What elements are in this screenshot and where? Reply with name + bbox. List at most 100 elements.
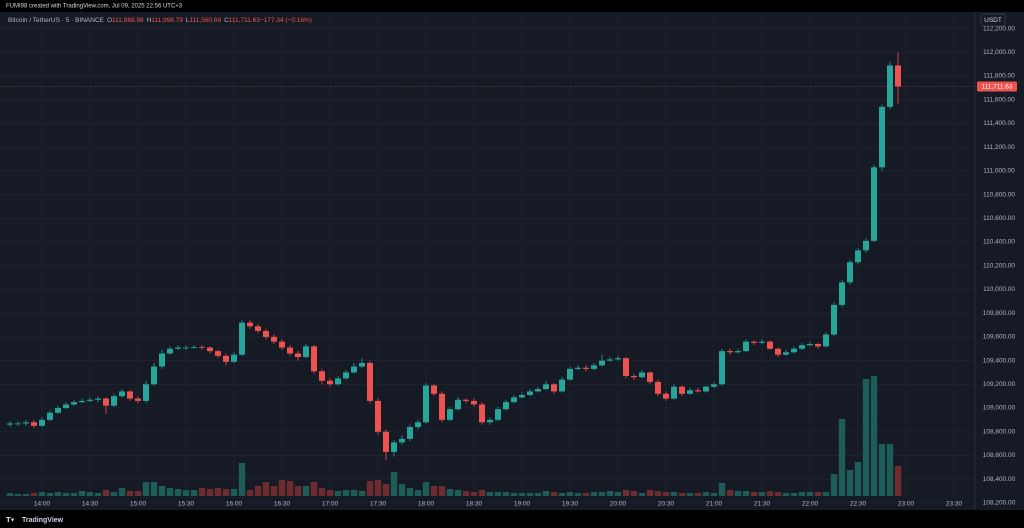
- candle-body: [415, 422, 421, 427]
- volume-bar: [822, 492, 830, 496]
- volume-bar: [158, 486, 166, 496]
- y-tick-label: 110,200.00: [983, 262, 1015, 269]
- legend-value: −177.34 (−0.16%): [260, 17, 312, 24]
- candle-body: [727, 351, 733, 353]
- y-tick-label: 111,200.00: [983, 144, 1015, 151]
- candle-body: [135, 398, 141, 401]
- currency[interactable]: USDT: [984, 17, 1002, 24]
- candle-body: [39, 419, 45, 426]
- candle-body: [175, 347, 181, 349]
- x-tick-label: 18:30: [466, 501, 483, 508]
- volume-bar: [294, 486, 302, 496]
- volume-bar: [486, 492, 494, 496]
- last-price-label: 111,711.63: [981, 84, 1012, 91]
- candle-body: [767, 341, 773, 349]
- volume-bar: [534, 493, 542, 496]
- x-tick-label: 23:30: [946, 501, 963, 508]
- candle-body: [791, 348, 797, 353]
- volume-bar: [894, 466, 902, 496]
- candle-body: [855, 250, 861, 263]
- y-tick-label: 112,000.00: [983, 49, 1015, 56]
- volume-bar: [862, 379, 870, 496]
- candle-body: [239, 322, 245, 355]
- volume-bar: [350, 490, 358, 496]
- volume-bar: [414, 490, 422, 496]
- candle-body: [831, 304, 837, 335]
- grid: [0, 12, 975, 504]
- volume-bar: [398, 484, 406, 496]
- candle-body: [31, 422, 37, 426]
- chart-background: [0, 12, 1024, 510]
- volume-bar: [854, 462, 862, 496]
- y-tick-label: 109,600.00: [983, 334, 1016, 341]
- x-tick-label: 20:30: [658, 501, 675, 508]
- volume-bar: [190, 490, 198, 496]
- currency-box[interactable]: [980, 13, 1006, 27]
- volume-bar: [558, 493, 566, 496]
- volume: [6, 376, 902, 496]
- y-tick-label: 109,200.00: [983, 381, 1016, 388]
- legend-key: O: [107, 17, 112, 24]
- candle-body: [231, 354, 237, 362]
- candle-body: [471, 400, 477, 405]
- candle-body: [287, 347, 293, 354]
- y-tick-label: 108,800.00: [983, 428, 1016, 435]
- volume-bar: [566, 492, 574, 496]
- candle-body: [327, 380, 333, 385]
- y-tick-label: 109,000.00: [983, 405, 1016, 412]
- candle-body: [439, 393, 445, 420]
- candle-body: [295, 353, 301, 358]
- volume-bar: [670, 492, 678, 496]
- volume-bar: [478, 490, 486, 496]
- x-tick-label: 15:30: [178, 501, 195, 508]
- volume-bar: [758, 492, 766, 496]
- volume-bar: [694, 493, 702, 496]
- y-tick-label: 109,800.00: [983, 310, 1016, 317]
- candle-body: [207, 347, 213, 352]
- volume-bar: [86, 492, 94, 496]
- volume-bar: [246, 490, 254, 496]
- volume-bar: [750, 492, 758, 496]
- candle-body: [367, 362, 373, 401]
- volume-bar: [54, 492, 62, 496]
- volume-bar: [302, 486, 310, 496]
- volume-bar: [62, 493, 70, 496]
- candle-body: [847, 262, 853, 283]
- volume-bar: [326, 490, 334, 496]
- candle-body: [863, 240, 869, 251]
- volume-bar: [726, 490, 734, 496]
- candle-body: [455, 399, 461, 410]
- candle-body: [335, 378, 341, 385]
- candle-body: [103, 398, 109, 406]
- volume-bar: [550, 492, 558, 496]
- volume-bar: [78, 491, 86, 496]
- volume-bar: [342, 490, 350, 496]
- x-tick-label: 19:30: [562, 501, 579, 508]
- candle-body: [631, 376, 637, 378]
- candle-body: [79, 400, 85, 403]
- candle-body: [391, 442, 397, 452]
- candle-body: [63, 404, 69, 409]
- candle-body: [71, 402, 77, 405]
- volume-bar: [614, 492, 622, 496]
- volume-bar: [214, 488, 222, 496]
- volume-bar: [710, 493, 718, 496]
- candle-body: [55, 408, 61, 413]
- x-tick-label: 16:30: [274, 501, 291, 508]
- volume-bar: [94, 493, 102, 496]
- candle-body: [839, 282, 845, 305]
- y-tick-label: 111,000.00: [983, 168, 1015, 175]
- candle-body: [143, 384, 149, 401]
- volume-bar: [734, 491, 742, 496]
- candle-body: [719, 351, 725, 385]
- volume-bar: [286, 481, 294, 496]
- candle-body: [647, 372, 653, 382]
- x-tick-label: 17:30: [370, 501, 387, 508]
- x-tick-label: 23:00: [898, 501, 915, 508]
- volume-bar: [606, 491, 614, 496]
- volume-bar: [182, 490, 190, 496]
- volume-bar: [46, 493, 54, 496]
- candle-body: [711, 384, 717, 387]
- candle-body: [215, 351, 221, 356]
- y-tick-label: 110,800.00: [983, 191, 1015, 198]
